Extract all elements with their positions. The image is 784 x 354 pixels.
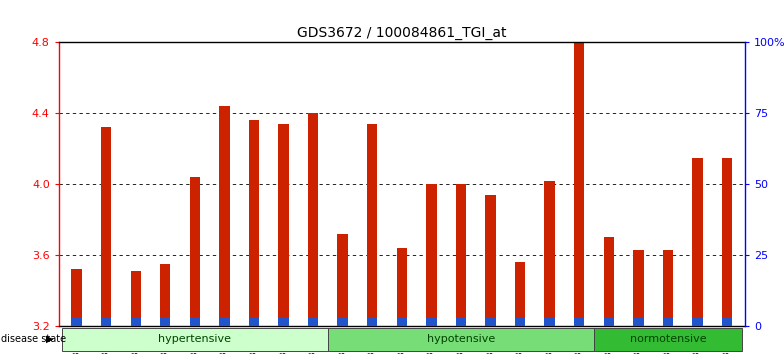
Bar <box>130 271 141 326</box>
FancyBboxPatch shape <box>62 328 328 351</box>
Bar <box>337 234 348 326</box>
Bar <box>367 317 377 326</box>
FancyBboxPatch shape <box>328 328 594 351</box>
Bar <box>574 42 584 326</box>
Bar <box>692 317 702 326</box>
Bar <box>249 317 260 326</box>
Bar <box>692 158 702 326</box>
Bar <box>485 317 495 326</box>
Bar <box>308 113 318 326</box>
Title: GDS3672 / 100084861_TGI_at: GDS3672 / 100084861_TGI_at <box>297 26 506 40</box>
Bar <box>604 317 614 326</box>
Bar <box>278 317 289 326</box>
Bar <box>574 317 584 326</box>
Bar <box>308 317 318 326</box>
Bar <box>101 127 111 326</box>
Bar <box>544 317 555 326</box>
Bar <box>456 317 466 326</box>
Bar <box>515 317 525 326</box>
Text: hypertensive: hypertensive <box>158 334 231 344</box>
Bar <box>426 317 437 326</box>
Bar <box>662 317 673 326</box>
Text: normotensive: normotensive <box>630 334 706 344</box>
FancyBboxPatch shape <box>594 328 742 351</box>
Bar <box>426 184 437 326</box>
Bar <box>71 317 82 326</box>
Bar <box>397 248 407 326</box>
Bar <box>190 177 200 326</box>
Bar <box>220 317 230 326</box>
Bar <box>662 250 673 326</box>
Bar <box>101 317 111 326</box>
Text: ▶: ▶ <box>45 334 53 344</box>
Text: disease state: disease state <box>1 334 66 344</box>
Bar <box>337 317 348 326</box>
Bar <box>604 237 614 326</box>
Bar <box>160 317 170 326</box>
Bar <box>220 106 230 326</box>
Bar <box>278 124 289 326</box>
Bar <box>633 250 644 326</box>
Bar <box>71 269 82 326</box>
Bar <box>633 317 644 326</box>
Bar <box>722 158 732 326</box>
Bar <box>249 120 260 326</box>
Bar <box>367 124 377 326</box>
Bar <box>722 317 732 326</box>
Bar <box>160 264 170 326</box>
Bar <box>515 262 525 326</box>
Text: hypotensive: hypotensive <box>426 334 495 344</box>
Bar <box>397 317 407 326</box>
Bar <box>190 317 200 326</box>
Bar <box>456 184 466 326</box>
Bar <box>485 195 495 326</box>
Bar <box>544 181 555 326</box>
Bar <box>130 317 141 326</box>
